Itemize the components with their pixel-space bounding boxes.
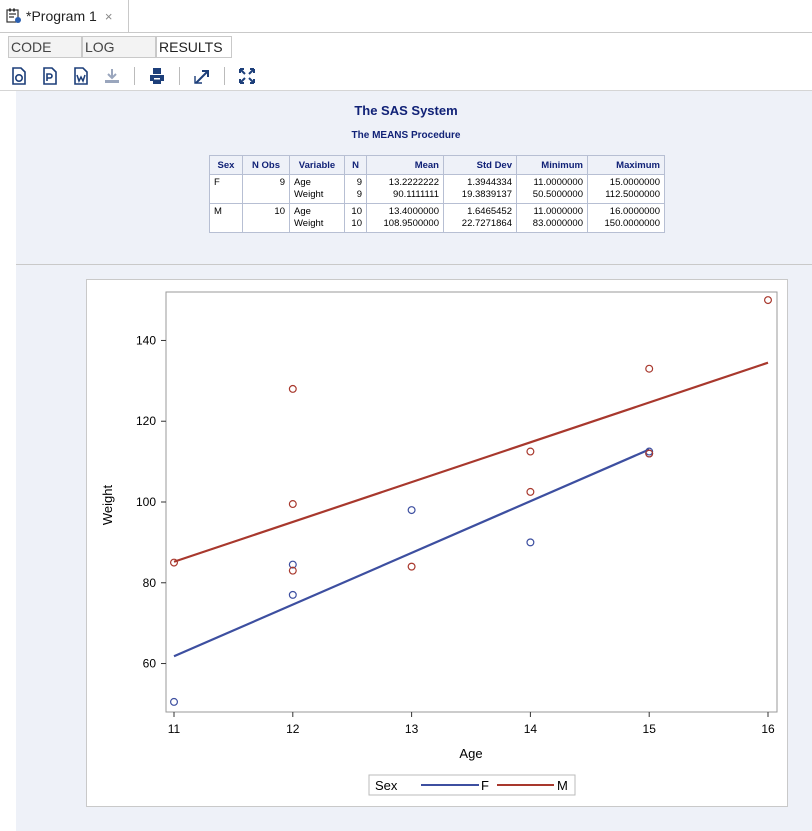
y-axis-label: Weight <box>100 485 115 526</box>
cell-variable: Age Weight <box>289 203 345 233</box>
y-tick-label: 80 <box>143 576 157 590</box>
data-point-m <box>645 449 654 458</box>
legend-title: Sex <box>375 778 398 793</box>
x-axis-label: Age <box>459 746 482 761</box>
cell-mean: 13.2222222 90.1111111 <box>366 174 444 204</box>
download-icon[interactable] <box>103 67 121 85</box>
data-point-f <box>288 560 297 569</box>
close-tab-icon[interactable]: × <box>104 8 113 24</box>
download-rtf-icon[interactable] <box>72 67 90 85</box>
header-minimum: Minimum <box>516 155 588 175</box>
view-tabs: CODE LOG RESULTS <box>8 36 232 60</box>
y-tick-label: 100 <box>136 495 156 509</box>
x-tick-label: 12 <box>286 722 300 736</box>
open-new-window-icon[interactable] <box>193 67 211 85</box>
program-file-icon <box>6 8 22 24</box>
header-variable: Variable <box>289 155 345 175</box>
cell-nobs: 10 <box>242 203 290 233</box>
cell-std-dev: 1.3944334 19.3839137 <box>443 174 517 204</box>
x-tick-label: 13 <box>405 722 419 736</box>
cell-minimum: 11.0000000 50.5000000 <box>516 174 588 204</box>
maximize-icon[interactable] <box>238 67 256 85</box>
means-table: Sex N Obs Variable N Mean Std Dev Minimu… <box>209 155 665 233</box>
tab-code[interactable]: CODE <box>8 36 82 58</box>
legend: Sex F M <box>368 774 576 796</box>
procedure-title: The MEANS Procedure <box>351 130 461 141</box>
data-point-m <box>526 447 535 456</box>
tab-title: *Program 1 <box>26 8 97 24</box>
data-point-m <box>288 384 297 393</box>
cell-n: 10 10 <box>344 203 367 233</box>
chart-svg: Weight Age Sex F M 11 12 13 14 15 16 60 80 100 12… <box>100 291 778 796</box>
cell-maximum: 15.0000000 112.5000000 <box>587 174 665 204</box>
header-sex: Sex <box>209 155 243 175</box>
cell-std-dev: 1.6465452 22.7271864 <box>443 203 517 233</box>
header-n: N <box>344 155 367 175</box>
data-point-m <box>288 566 297 575</box>
print-icon[interactable] <box>148 67 166 85</box>
fit-line-f <box>173 448 650 658</box>
header-maximum: Maximum <box>587 155 665 175</box>
x-tick-label: 16 <box>761 722 775 736</box>
table-header-row: Sex N Obs Variable N Mean Std Dev Minimu… <box>209 155 665 175</box>
cell-minimum: 11.0000000 83.0000000 <box>516 203 588 233</box>
legend-label-m: M <box>557 778 568 793</box>
plot-area <box>165 291 778 713</box>
data-point-m <box>645 364 654 373</box>
data-point-f <box>288 590 297 599</box>
tab-results[interactable]: RESULTS <box>156 36 232 58</box>
data-point-m <box>407 562 416 571</box>
report-title: The SAS System <box>354 103 458 118</box>
toolbar-divider <box>0 90 812 91</box>
data-point-m <box>763 296 772 305</box>
header-mean: Mean <box>366 155 444 175</box>
y-tick-label: 60 <box>143 657 157 671</box>
header-std-dev: Std Dev <box>443 155 517 175</box>
download-pdf-icon[interactable] <box>41 67 59 85</box>
fit-line-m <box>173 361 769 563</box>
data-point-m <box>169 558 178 567</box>
program-tab[interactable]: *Program 1 × <box>0 0 129 32</box>
cell-sex: M <box>209 203 243 233</box>
output-divider <box>16 264 812 265</box>
data-point-f <box>169 697 178 706</box>
y-tick-label: 120 <box>136 414 156 428</box>
toolbar-separator <box>224 67 225 85</box>
header-nobs: N Obs <box>242 155 290 175</box>
tab-log[interactable]: LOG <box>82 36 156 58</box>
cell-mean: 13.4000000 108.9500000 <box>366 203 444 233</box>
data-point-f <box>407 506 416 515</box>
editor-tab-bar: *Program 1 × <box>0 0 812 33</box>
table-row: M 10 Age Weight 10 10 13.4000000 108.950000… <box>209 203 665 233</box>
toolbar-separator <box>179 67 180 85</box>
legend-label-f: F <box>481 778 489 793</box>
cell-maximum: 16.0000000 150.0000000 <box>587 203 665 233</box>
results-toolbar <box>10 64 269 88</box>
x-tick-label: 15 <box>643 722 657 736</box>
toolbar-separator <box>134 67 135 85</box>
cell-variable: Age Weight <box>289 174 345 204</box>
data-point-m <box>288 500 297 509</box>
x-tick-label: 14 <box>524 722 538 736</box>
cell-sex: F <box>209 174 243 204</box>
x-tick-label: 11 <box>168 722 181 736</box>
cell-nobs: 9 <box>242 174 290 204</box>
download-html-icon[interactable] <box>10 67 28 85</box>
scatter-plot: Weight Age Sex F M 11 12 13 14 15 16 60 80 100 12… <box>86 279 788 807</box>
data-point-m <box>526 487 535 496</box>
data-point-f <box>526 538 535 547</box>
y-tick-label: 140 <box>136 333 156 347</box>
